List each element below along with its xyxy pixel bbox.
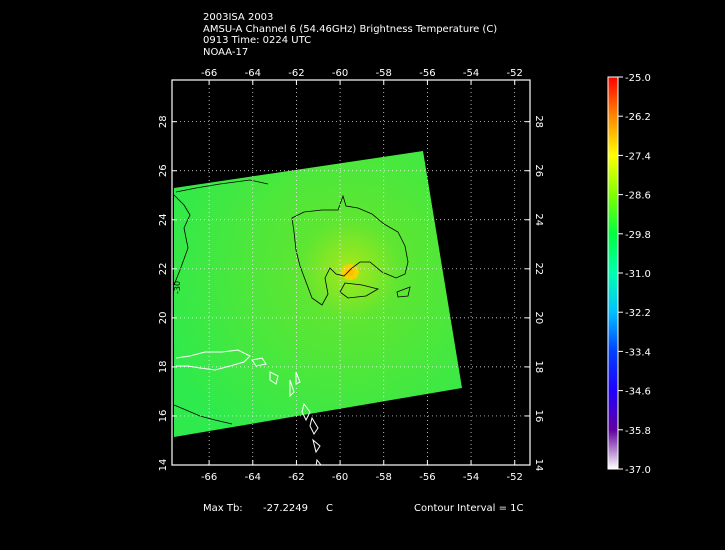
colorbar-label: -28.6 xyxy=(625,191,651,202)
lat-tick-label: 22 xyxy=(158,262,169,275)
colorbar-label: -26.2 xyxy=(625,112,651,123)
lat-tick-label: 14 xyxy=(533,459,544,472)
colorbar-label: -37.0 xyxy=(625,465,651,476)
colorbar-label: -29.8 xyxy=(625,230,651,241)
lon-tick-label: -58 xyxy=(376,472,392,483)
lon-tick-label: -52 xyxy=(507,68,523,79)
max-tb-value: -27.2249 xyxy=(263,503,308,514)
lat-tick-label: 18 xyxy=(158,361,169,374)
max-tb-label: Max Tb: xyxy=(203,503,243,514)
lon-tick-label: -66 xyxy=(201,472,217,483)
colorbar-label: -25.0 xyxy=(625,73,651,84)
lat-tick-label: 18 xyxy=(533,361,544,374)
axis-tick-labels: -66 -66 -64 -64 -62 -62 -60 -60 -58 -58 -56 -56 -54 -… xyxy=(158,68,544,483)
max-tb-unit: C xyxy=(326,503,333,514)
data-swath xyxy=(174,151,462,437)
lon-tick-label: -52 xyxy=(507,472,523,483)
time-label: 0913 Time: 0224 UTC xyxy=(203,35,312,46)
lat-tick-label: 20 xyxy=(533,311,544,324)
coastlines xyxy=(175,349,322,465)
lat-tick-label: 20 xyxy=(158,311,169,324)
colorbar-label: -31.0 xyxy=(625,269,651,280)
lat-tick-label: 22 xyxy=(533,262,544,275)
map-frame xyxy=(171,79,531,466)
colorbar-label: -33.4 xyxy=(625,347,651,358)
colorbar-label: -34.6 xyxy=(625,387,651,398)
lat-tick-label: 16 xyxy=(158,410,169,423)
lat-tick-label: 16 xyxy=(533,410,544,423)
colorbar xyxy=(607,76,619,470)
lat-tick-label: 24 xyxy=(158,213,169,226)
lon-tick-label: -54 xyxy=(463,68,479,79)
lon-tick-label: -62 xyxy=(288,472,304,483)
lat-tick-label: 24 xyxy=(533,213,544,226)
lat-tick-label: 26 xyxy=(533,164,544,177)
lon-tick-label: -64 xyxy=(245,68,261,79)
lon-tick-label: -56 xyxy=(419,68,435,79)
colorbar-label: -35.8 xyxy=(625,426,651,437)
colorbar-label: -32.2 xyxy=(625,308,651,319)
lon-tick-label: -66 xyxy=(201,68,217,79)
lat-tick-label: 14 xyxy=(158,459,169,472)
lon-tick-label: -60 xyxy=(332,472,348,483)
lat-lon-grid xyxy=(172,80,530,466)
product-title: AMSU-A Channel 6 (54.46GHz) Brightness T… xyxy=(203,23,498,35)
satellite-label: NOAA-17 xyxy=(203,46,249,58)
contour-interval: Contour Interval = 1C xyxy=(414,503,524,514)
temperature-contours xyxy=(173,179,411,425)
contour-label: -30 xyxy=(173,281,182,294)
lon-tick-label: -62 xyxy=(288,68,304,79)
colorbar-label: -27.4 xyxy=(625,151,651,162)
storm-title: 2003ISA 2003 xyxy=(203,12,274,23)
lat-tick-label: 26 xyxy=(158,164,169,177)
lon-tick-label: -56 xyxy=(419,472,435,483)
lon-tick-label: -64 xyxy=(245,472,261,483)
lat-tick-label: 28 xyxy=(533,115,544,128)
lon-tick-label: -58 xyxy=(376,68,392,79)
chart-header: 2003ISA 2003 AMSU-A Channel 6 (54.46GHz)… xyxy=(203,12,497,58)
lon-tick-label: -54 xyxy=(463,472,479,483)
lon-tick-label: -60 xyxy=(332,68,348,79)
lat-tick-label: 28 xyxy=(158,115,169,128)
colorbar-ticks: -25.0 -26.2 -27.4 -28.6 -29.8 -31.0 -32.2 -33.4… xyxy=(618,73,651,476)
